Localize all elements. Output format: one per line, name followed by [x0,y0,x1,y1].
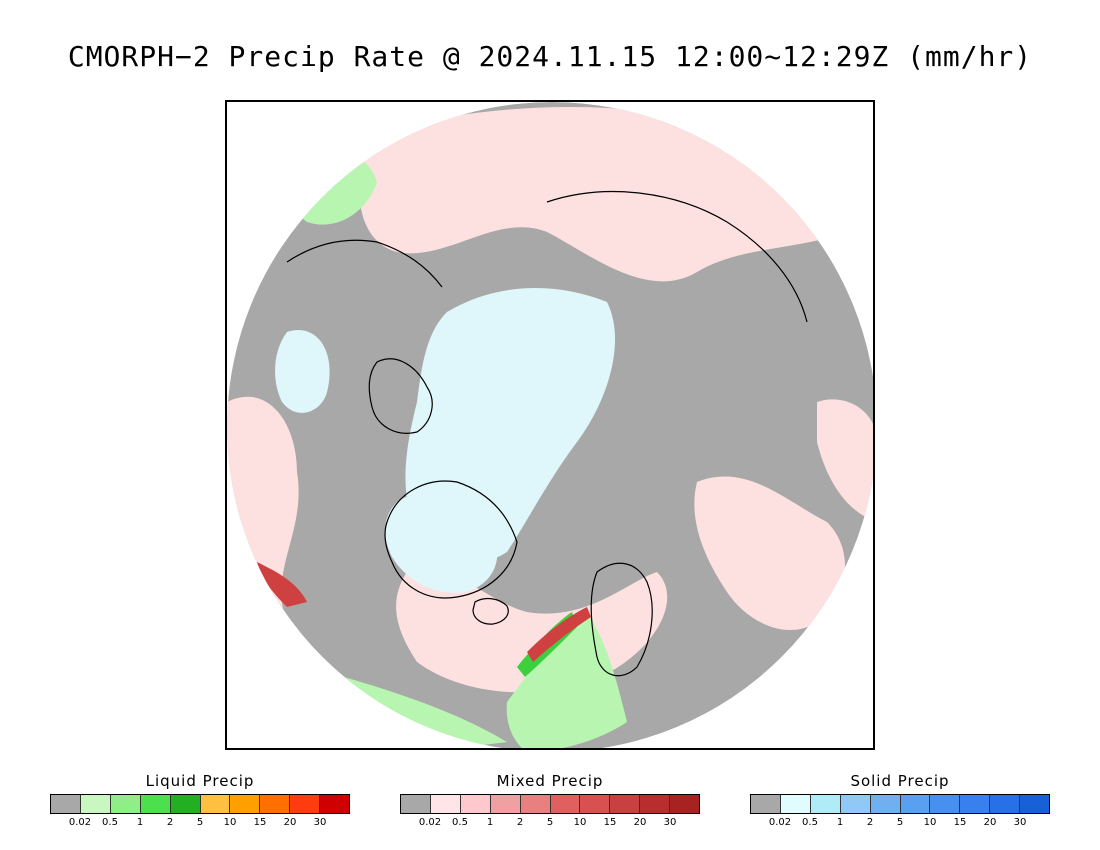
legend-tick-label: 30 [663,817,677,828]
legend-swatch-9 [1020,795,1050,813]
legend-tick-label: 30 [313,817,327,828]
coastline-greenland [384,480,518,599]
legend-tick-label: 10 [573,817,587,828]
map-title: CMORPH−2 Precip Rate @ 2024.11.15 12:00~… [67,40,1033,73]
legend-tick-label: 2 [166,817,174,828]
legend-mixed-precip: Mixed Precip 0.02 0.5 1 2 5 10 15 20 30 [400,770,700,830]
legend-swatch-8 [290,795,321,813]
legend-solid-precip: Solid Precip 0.02 0.5 1 2 5 10 15 20 30 [750,770,1050,830]
legend-tick-label: 1 [136,817,144,828]
coastline-alaska [286,239,443,288]
legend-swatch-5 [200,795,231,813]
legend-tick-label: 5 [896,817,904,828]
legend-swatch-5 [900,795,931,813]
legend-tick-label: 20 [283,817,297,828]
legend-swatch-2 [810,795,841,813]
coastline-scandinavia [590,562,653,677]
legend-swatch-3 [840,795,871,813]
color-bar [400,794,700,814]
legend-swatch-7 [960,795,991,813]
legend-tick-label: 20 [983,817,997,828]
legend-tick-label: 10 [923,817,937,828]
legend-tick-label: 0.02 [768,817,792,828]
legend-swatch-7 [260,795,291,813]
legend-tick-label: 0.5 [802,817,818,828]
legend-swatch-0 [401,795,431,813]
mixed-band-labrador [257,562,307,607]
legend-tick-label: 0.02 [418,817,442,828]
legend-tick-label: 1 [836,817,844,828]
legend-tick-label: 0.5 [102,817,118,828]
legend-swatch-6 [930,795,961,813]
legend-tick-label: 15 [603,817,617,828]
legend-swatch-1 [430,795,461,813]
legend-swatch-6 [580,795,611,813]
snow-region-canada [275,330,330,413]
legend-tick-label: 0.5 [452,817,468,828]
snow-region-greenland [385,491,498,593]
legend-tick-label: 15 [253,817,267,828]
legend-tick-label: 10 [223,817,237,828]
legend-swatch-1 [780,795,811,813]
legend-tick-label: 2 [516,817,524,828]
legend-swatch-4 [870,795,901,813]
legend-swatch-4 [170,795,201,813]
legend-swatch-3 [140,795,171,813]
legend-swatch-7 [610,795,641,813]
legend-swatch-2 [110,795,141,813]
legend-swatch-0 [51,795,81,813]
tick-labels: 0.02 0.5 1 2 5 10 15 20 30 [400,814,700,830]
tick-labels: 0.02 0.5 1 2 5 10 15 20 30 [50,814,350,830]
coastline-siberia [546,190,808,323]
legend-swatch-5 [550,795,581,813]
polar-map-frame [225,100,875,750]
legend-swatch-3 [490,795,521,813]
tick-labels: 0.02 0.5 1 2 5 10 15 20 30 [750,814,1050,830]
coastline-canadian-archipelago [368,358,433,434]
mixed-precip-region-east [817,399,873,522]
mixed-precip-region-europe [694,476,846,631]
color-bar [50,794,350,814]
coastline-iceland [472,597,509,625]
legend-tick-label: 2 [866,817,874,828]
legend-tick-label: 0.02 [68,817,92,828]
legend-tick-label: 20 [633,817,647,828]
legend-swatch-2 [460,795,491,813]
legend-swatch-9 [320,795,350,813]
legend-swatch-9 [670,795,700,813]
legend-liquid-precip: Liquid Precip 0.02 0.5 1 2 5 10 15 20 30 [50,770,350,830]
legend-swatch-8 [640,795,671,813]
legend-title: Liquid Precip [145,772,255,790]
legend-tick-label: 1 [486,817,494,828]
legend-swatch-6 [230,795,261,813]
legend-swatch-0 [751,795,781,813]
snow-region-arctic [405,288,616,563]
polar-precip-map [227,102,873,748]
legend-tick-label: 5 [196,817,204,828]
legend-title: Mixed Precip [496,772,604,790]
legend-swatch-8 [990,795,1021,813]
mixed-band-norwegian-sea [527,607,591,662]
legend-swatch-4 [520,795,551,813]
rain-region-europe [506,612,627,748]
legend-tick-label: 15 [953,817,967,828]
legend-tick-label: 5 [546,817,554,828]
legend-swatch-1 [80,795,111,813]
color-bar [750,794,1050,814]
legend-title: Solid Precip [850,772,950,790]
legend-tick-label: 30 [1013,817,1027,828]
